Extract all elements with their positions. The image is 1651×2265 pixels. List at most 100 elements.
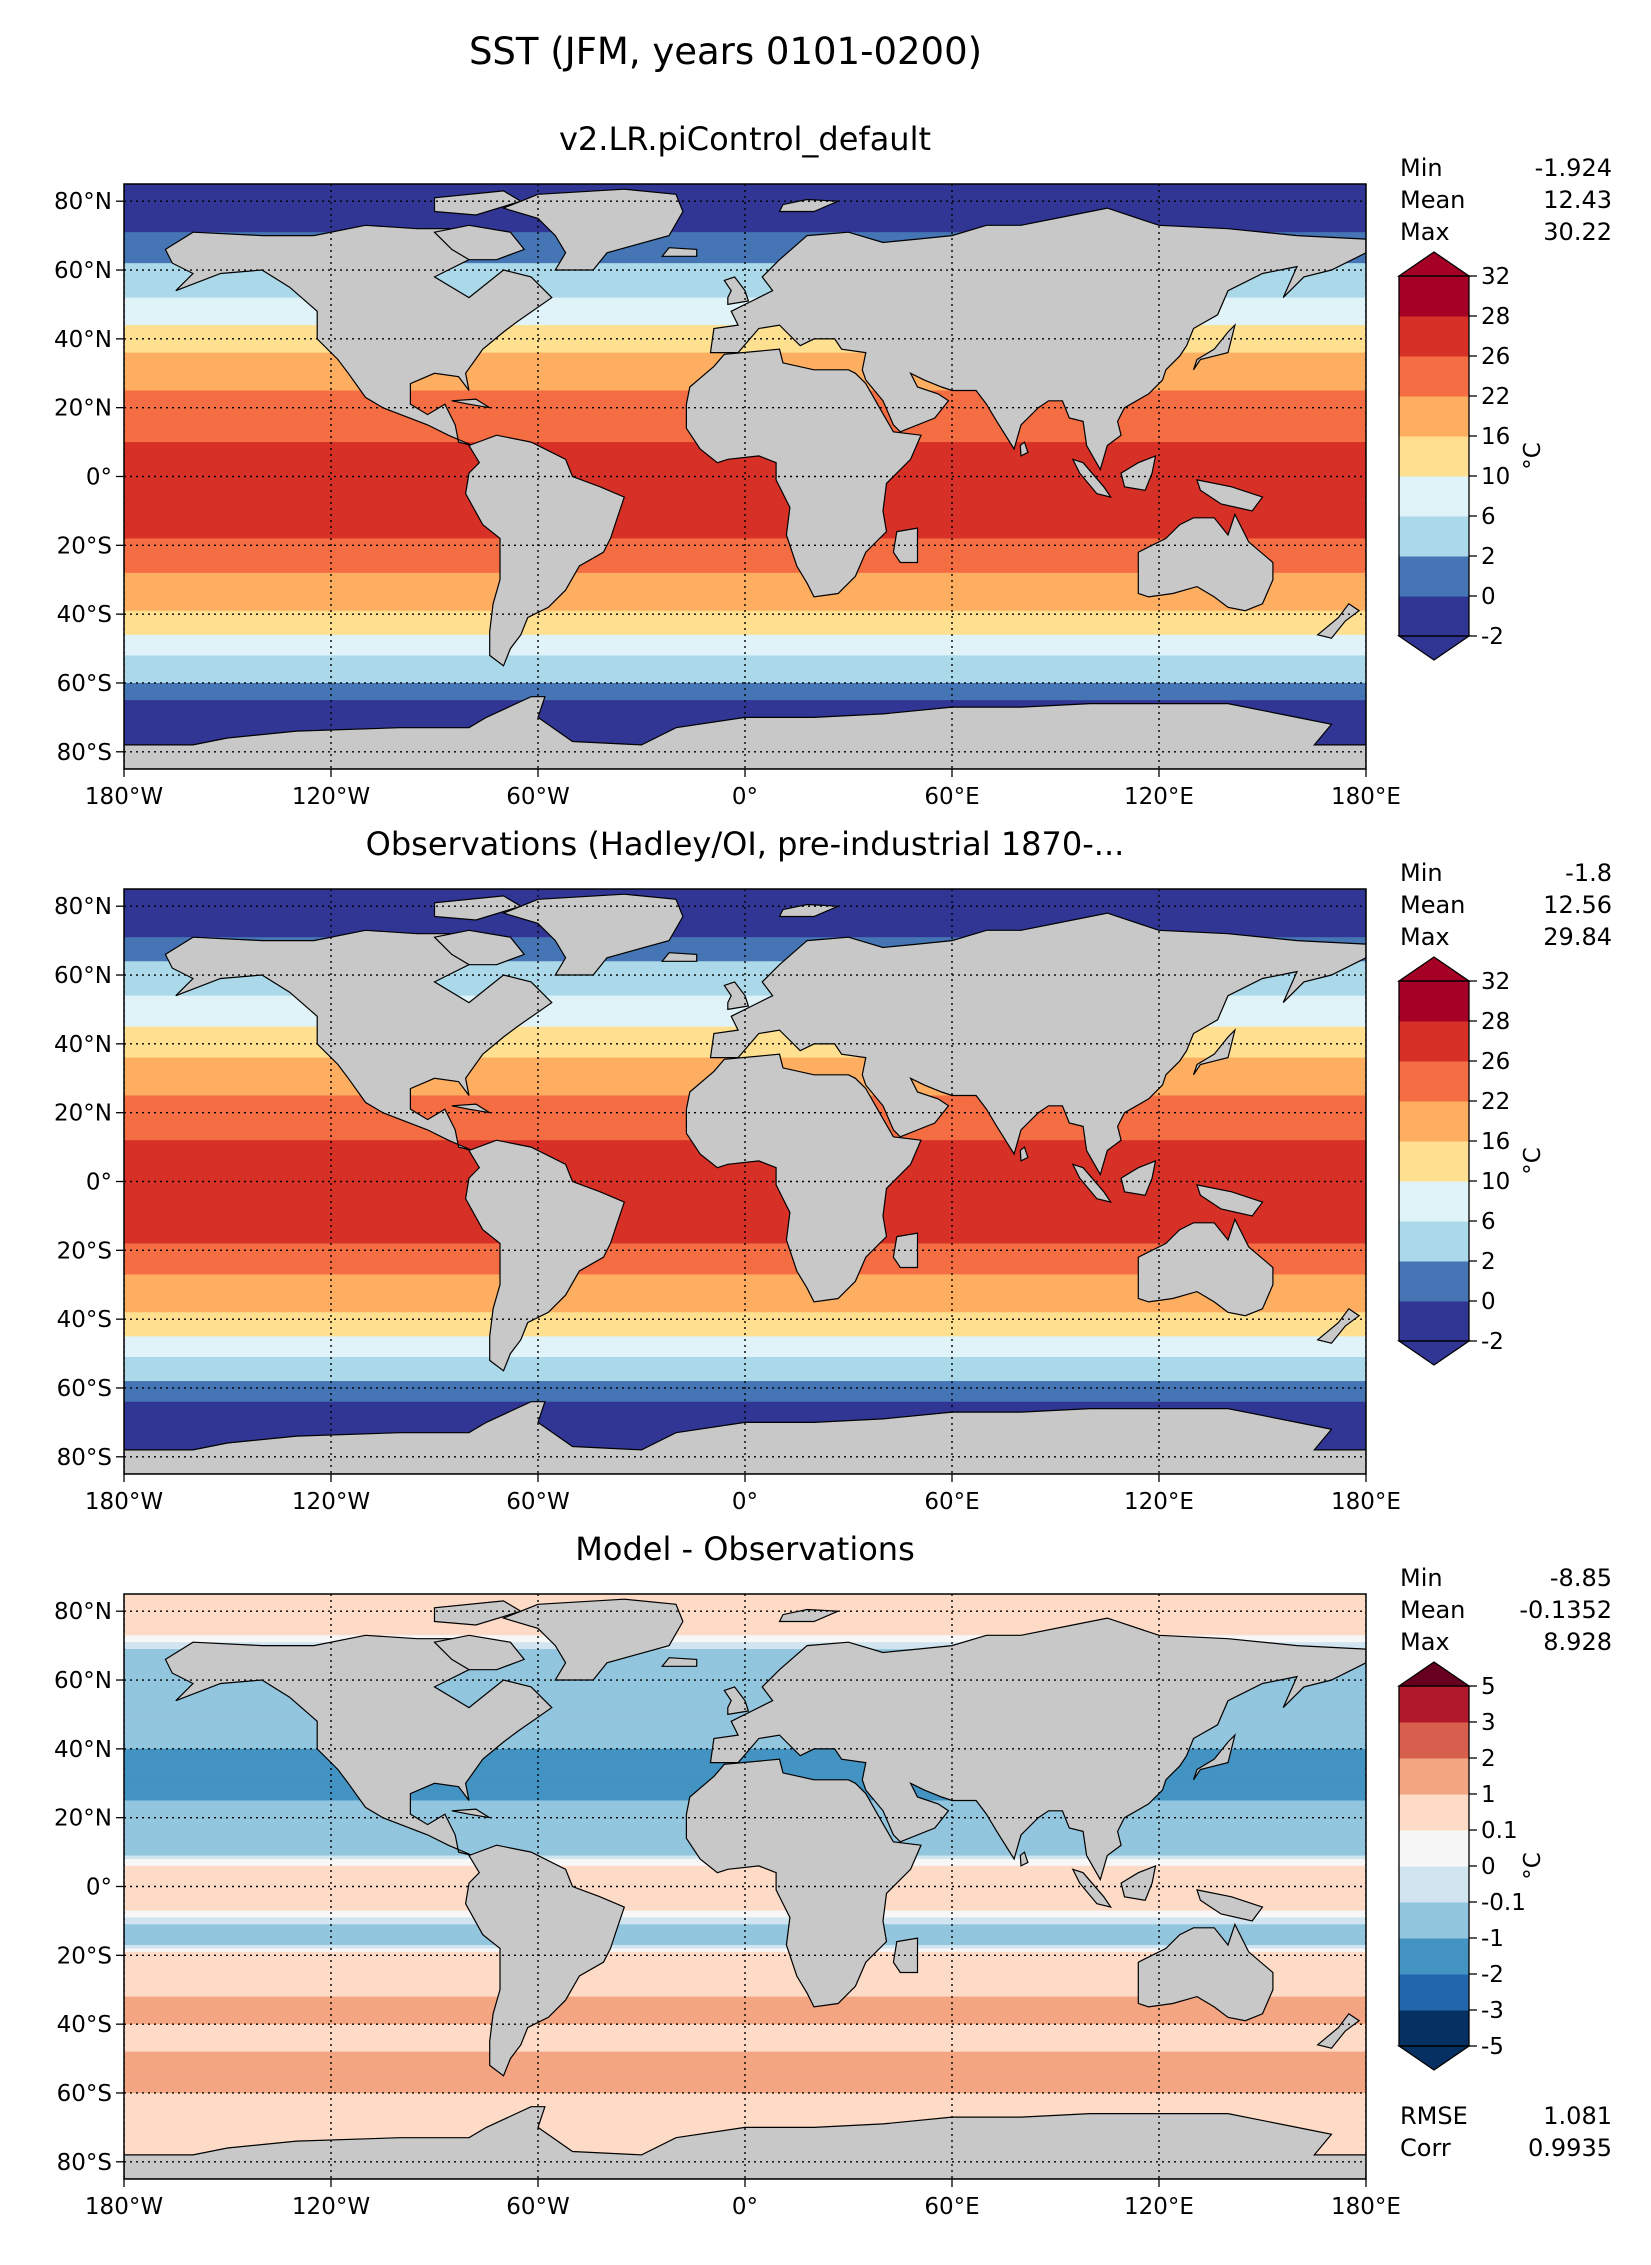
colorbar-segment — [1399, 476, 1469, 517]
land-new-guinea — [1196, 479, 1264, 512]
sst-band — [124, 1993, 1366, 1998]
sst-band — [124, 895, 1366, 900]
sst-band — [124, 259, 1366, 264]
stat-min: -1.924 — [1534, 154, 1612, 182]
colorbar-tick-label: 0 — [1481, 1854, 1496, 1880]
sst-band — [124, 1948, 1366, 1953]
sst-band — [124, 1384, 1366, 1389]
colorbar-extend-max — [1396, 251, 1472, 277]
sst-band — [124, 1883, 1366, 1888]
colorbar-frame — [1398, 980, 1470, 1342]
colorbar-segment — [1399, 1221, 1469, 1262]
sst-band — [124, 1198, 1366, 1203]
sst-band — [124, 889, 1366, 894]
colorbar-tick-label: 16 — [1481, 424, 1510, 450]
panel-title: Model - Observations — [575, 1530, 915, 1568]
land-australia — [1137, 1217, 1274, 1317]
sst-band — [124, 1955, 1366, 1960]
colorbar-extend-max — [1396, 956, 1472, 982]
sst-band — [124, 707, 1366, 712]
land-japan — [1192, 1733, 1236, 1781]
land-south-america — [464, 1139, 626, 1372]
sst-band — [124, 648, 1366, 653]
colorbar-extend-max — [1396, 1661, 1472, 1687]
land-uk — [723, 1686, 750, 1716]
sst-band — [124, 1274, 1366, 1279]
colorbar-tick-label: 10 — [1481, 464, 1510, 490]
sst-band — [124, 696, 1366, 701]
sst-band — [124, 1291, 1366, 1296]
map-field — [124, 184, 1366, 769]
y-tick-label: 60°S — [57, 2081, 112, 2107]
stat-max: 30.22 — [1543, 218, 1612, 246]
colorbar-segment — [1399, 556, 1469, 597]
sst-band — [124, 469, 1366, 474]
colorbar-tick-label: 22 — [1481, 1089, 1510, 1115]
sst-band — [124, 1250, 1366, 1255]
sst-band — [124, 1381, 1366, 1386]
sst-band — [124, 1673, 1366, 1678]
sst-band — [124, 521, 1366, 526]
colorbar-tick-label: 2 — [1481, 544, 1496, 570]
sst-band — [124, 981, 1366, 986]
colorbar-segment — [1399, 396, 1469, 437]
land-uk — [723, 276, 750, 306]
sst-band — [124, 565, 1366, 571]
colorbar-unit-label: °C — [1520, 442, 1546, 470]
land-japan — [1192, 1028, 1236, 1076]
sst-band — [124, 1363, 1366, 1368]
sst-band — [124, 1322, 1366, 1327]
colorbar-tick-label: 22 — [1481, 384, 1510, 410]
land-eurasia — [709, 912, 1366, 1177]
sst-band — [124, 665, 1366, 670]
colorbar-segment — [1399, 2010, 1469, 2047]
sst-band — [124, 913, 1366, 918]
sst-band — [124, 652, 1366, 657]
sst-band — [124, 1264, 1366, 1269]
colorbar-segment — [1399, 1974, 1469, 2011]
sst-band — [124, 2062, 1366, 2067]
sst-band — [124, 961, 1366, 966]
sst-band — [124, 689, 1366, 694]
sst-band — [124, 610, 1366, 615]
x-tick-label: 60°E — [924, 2194, 979, 2220]
land-eurasia — [709, 1617, 1366, 1882]
y-tick-label: 80°N — [54, 894, 112, 920]
sst-band — [124, 713, 1366, 718]
sst-band — [124, 1879, 1366, 1884]
colorbar-segment — [1399, 981, 1469, 1022]
sst-band — [124, 1621, 1366, 1626]
land-greenland — [501, 188, 684, 271]
sst-band — [124, 1614, 1366, 1619]
sst-band — [124, 2123, 1366, 2128]
sst-band — [124, 700, 1366, 705]
colorbar-tick-label: -5 — [1481, 2034, 1504, 2060]
sst-band — [124, 2051, 1366, 2056]
sst-band — [124, 1246, 1366, 1251]
sst-band — [124, 2065, 1366, 2070]
stat-mean: -0.1352 — [1519, 1596, 1612, 1624]
sst-band — [124, 1006, 1366, 1011]
sst-band — [124, 1353, 1366, 1358]
sst-band — [124, 1889, 1366, 1894]
x-tick-label: 180°W — [85, 784, 163, 810]
colorbar-tick-label: 32 — [1481, 264, 1510, 290]
sst-band — [124, 1222, 1366, 1227]
sst-band — [124, 1972, 1366, 1977]
sst-band — [124, 1195, 1366, 1200]
sst-band — [124, 593, 1366, 598]
sst-band — [124, 641, 1366, 646]
sst-band — [124, 1642, 1366, 1647]
sst-band — [124, 1872, 1366, 1877]
colorbar-segment — [1399, 1902, 1469, 1939]
sst-band — [124, 256, 1366, 261]
colorbar-tick-label: 0 — [1481, 1289, 1496, 1315]
sst-band — [124, 1645, 1366, 1650]
panel-observations: Observations (Hadley/OI, pre-industrial … — [0, 825, 1651, 1525]
x-tick-label: 60°W — [506, 784, 570, 810]
sst-band — [124, 1669, 1366, 1674]
sst-band — [124, 676, 1366, 681]
sst-band — [124, 1690, 1366, 1695]
x-tick-label: 180°E — [1331, 2194, 1401, 2220]
colorbar-segment — [1399, 356, 1469, 397]
